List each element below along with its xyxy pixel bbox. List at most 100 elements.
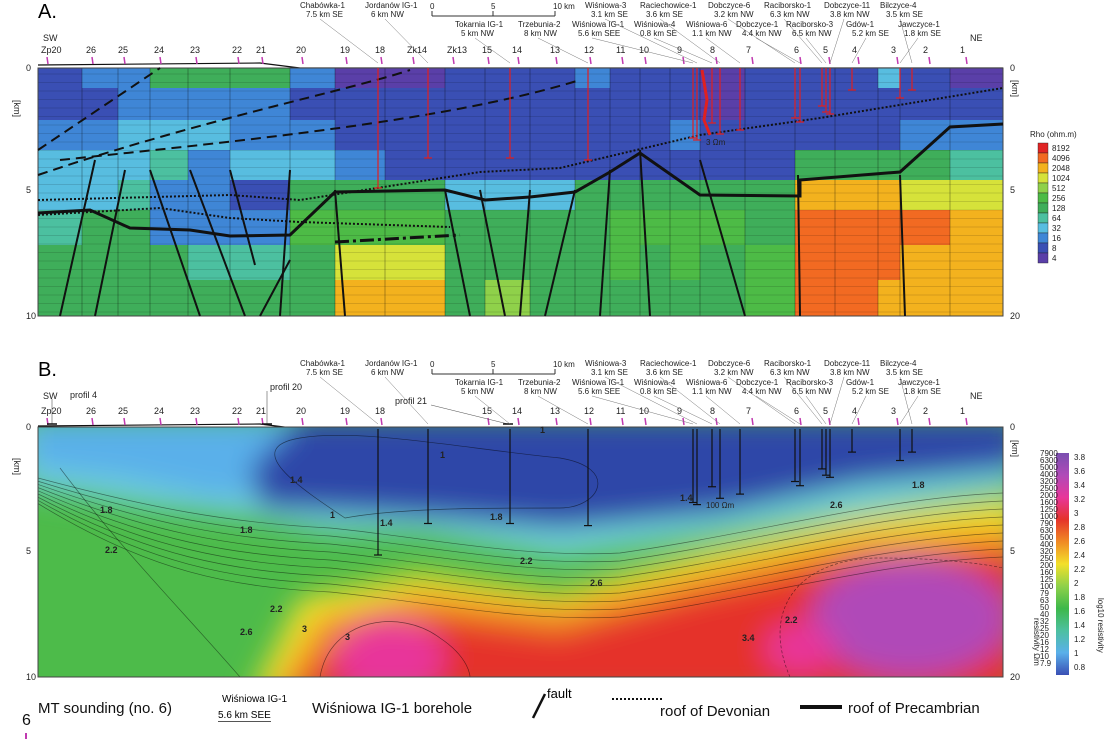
borehole-distance: 5.6 km SEE [578, 387, 620, 396]
borehole-leader-line [319, 376, 379, 425]
borehole-name: Wiśniowa-3 [585, 1, 627, 10]
panel-letter: A. [38, 1, 57, 23]
mt-station-marker [412, 56, 415, 65]
borehole-label: Trzebunia-28 km NW [518, 378, 592, 527]
borehole-label: Chabówka-17.5 km SE [300, 1, 382, 189]
borehole-name: Wiśniowa IG-1 [572, 20, 625, 29]
depth-unit-left: [km] [12, 100, 22, 117]
contour-label: 1 [540, 425, 545, 435]
model-cell [188, 150, 230, 180]
mt-station-marker [123, 56, 126, 65]
borehole-label: Jordanów IG-16 km NW [365, 359, 432, 525]
mt-station-marker [237, 56, 240, 65]
colorbar-log-label: 2.6 [1074, 537, 1086, 546]
borehole-leader-line [899, 395, 919, 425]
contour-line [319, 621, 471, 677]
colorbar-ohm-label: 1600 [1040, 498, 1058, 507]
blob-magenta [765, 623, 835, 673]
plot-frame [37, 426, 1004, 678]
mt-station-marker [644, 417, 647, 426]
model-cell [530, 88, 575, 120]
borehole-distance: 8 km NW [524, 387, 557, 396]
contour-label: 2.6 [240, 627, 253, 637]
mt-station-marker [195, 417, 198, 426]
model-cell [610, 210, 640, 245]
colorbar-swatch [1037, 172, 1049, 184]
resistivity-log-curve [700, 69, 712, 136]
borehole-distance: 5.2 km SE [852, 387, 889, 396]
contour-label: 1.8 [912, 480, 925, 490]
mt-station-label: 9 [677, 45, 682, 55]
dashed-horizon [37, 69, 411, 176]
model-cell [150, 180, 188, 210]
mt-station-label: 8 [710, 406, 715, 416]
contour-label: 1 [330, 510, 335, 520]
model-cell [38, 150, 82, 180]
model-cell [38, 210, 82, 245]
borehole-distance: 6.5 km NW [792, 387, 832, 396]
colorbar-label: 128 [1052, 204, 1066, 213]
borehole-distance: 6 km NW [371, 368, 404, 377]
borehole-leader-line [319, 18, 379, 64]
mt-station-label: 13 [550, 406, 560, 416]
borehole-label: Jawczyce-11.8 km SE [896, 20, 941, 99]
mt-station-label: 22 [232, 406, 242, 416]
colorbar-log-label: 3 [1074, 509, 1079, 518]
model-cell [82, 68, 118, 88]
borehole-distance: 4.4 km NW [742, 29, 782, 38]
scale-tick-label: 5 [491, 2, 496, 11]
model-cell [950, 88, 1003, 120]
borehole-name: Tokarnia IG-1 [455, 378, 504, 387]
model-cell [290, 120, 335, 150]
mt-station-marker [159, 56, 162, 65]
borehole-leader-line [653, 395, 713, 425]
borehole-distance: 3.1 km SE [591, 10, 628, 19]
borehole-label: Tokarnia IG-15 km NW [455, 378, 514, 525]
model-cell [640, 68, 670, 88]
colorbar-ohm-label: 50 [1040, 603, 1049, 612]
profile-label: profil 20 [270, 382, 302, 392]
model-cell [795, 88, 835, 120]
borehole-label: Dobczyce-113.8 km NW [824, 359, 871, 478]
colorbar-left-title: resistivity Ωm [1032, 618, 1041, 666]
colorbar-log-label: 1.8 [1074, 593, 1086, 602]
colorbar-label: 4 [1052, 254, 1057, 263]
mt-station-label: 7 [746, 406, 751, 416]
borehole-name: Tokarnia IG-1 [455, 20, 504, 29]
colorbar-ohm-label: 1250 [1040, 505, 1058, 514]
contour-line [779, 557, 1003, 677]
depth-tick-right: 20 [1010, 311, 1020, 321]
colorbar-ohm-label: 79 [1040, 589, 1049, 598]
model-cell [150, 150, 188, 180]
model-cell [878, 180, 900, 210]
model-cell [230, 210, 290, 245]
model-cell [745, 120, 795, 150]
model-cell [335, 68, 385, 88]
colorbar-swatch [1037, 252, 1049, 264]
borehole-leader-line [755, 395, 801, 425]
borehole-label: Wiśniowa-40.8 km SE [634, 20, 716, 124]
mt-station-marker [380, 56, 383, 65]
mt-station-label: 20 [296, 45, 306, 55]
mt-station-marker [123, 417, 126, 426]
borehole-leader-line [474, 395, 511, 425]
resistivity-field [38, 427, 1003, 677]
model-cell [670, 245, 700, 280]
borehole-leader-line [537, 395, 589, 425]
mt-station-marker [380, 417, 383, 426]
contour-line [38, 493, 1003, 595]
borehole-name: Jawczyce-1 [898, 378, 940, 387]
model-cell [745, 280, 795, 316]
colorbar-swatch [1037, 162, 1049, 174]
resistivity-model [37, 68, 1004, 316]
scale-tick-label: 0 [430, 360, 435, 369]
contour-line [38, 496, 1003, 603]
model-cell [335, 120, 385, 150]
fault-line [94, 169, 126, 317]
model-cell [575, 88, 610, 120]
mt-station-marker [46, 56, 49, 65]
model-cell [385, 150, 445, 180]
colorbar-ohm-label: 200 [1040, 561, 1054, 570]
contour-label: 1.8 [100, 505, 113, 515]
colorbar-log-label: 2 [1074, 579, 1079, 588]
